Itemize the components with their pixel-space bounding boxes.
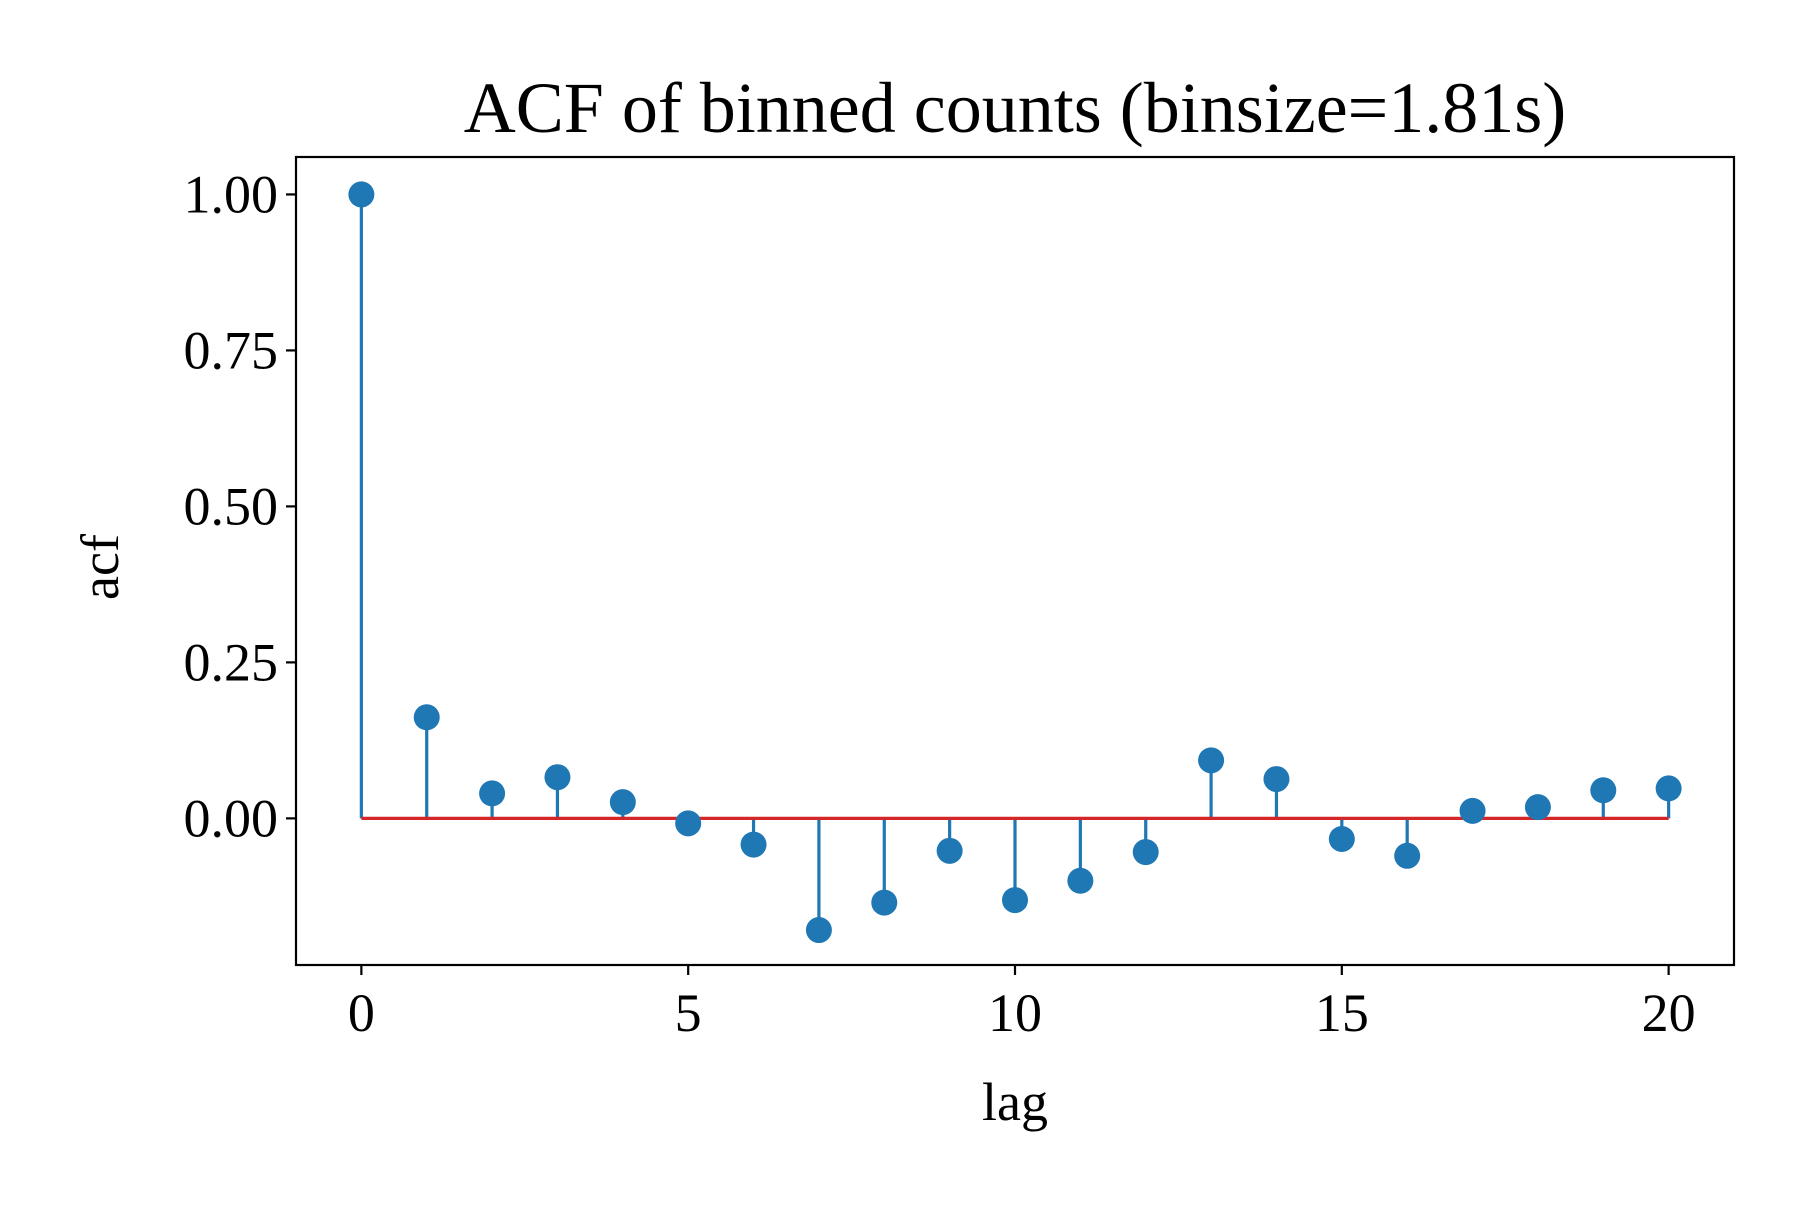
stem-marker xyxy=(544,764,571,791)
stem-marker xyxy=(1067,867,1094,894)
stem-marker xyxy=(1328,825,1355,852)
x-tick-label: 15 xyxy=(1315,983,1369,1043)
x-axis-label: lag xyxy=(982,1072,1048,1132)
stem-marker xyxy=(1132,839,1159,866)
x-tick-label: 0 xyxy=(348,983,375,1043)
y-axis: 0.00 0.25 0.50 0.75 1.00 xyxy=(184,164,296,848)
y-tick-label: 0.00 xyxy=(184,788,279,848)
stem-markers xyxy=(348,181,1682,944)
stem-marker xyxy=(1655,775,1682,802)
stem-marker xyxy=(740,831,767,858)
y-tick-label: 0.25 xyxy=(184,632,279,692)
stem-marker xyxy=(936,837,963,864)
stem-marker xyxy=(1459,797,1486,824)
stem-marker xyxy=(871,889,898,916)
stem-marker xyxy=(1002,887,1028,914)
plot-area-frame xyxy=(294,155,1736,967)
chart-title: ACF of binned counts (binsize=1.81s) xyxy=(464,68,1567,148)
y-tick-label: 1.00 xyxy=(184,164,279,224)
stem-marker xyxy=(805,917,832,944)
stem-marker xyxy=(413,704,440,731)
x-tick-label: 20 xyxy=(1642,983,1696,1043)
x-tick-label: 5 xyxy=(675,983,702,1043)
x-axis: 0 5 10 15 20 xyxy=(348,965,1696,1043)
stem-marker xyxy=(675,810,702,837)
y-axis-label: acf xyxy=(70,534,130,600)
stem-marker xyxy=(1198,747,1225,774)
stem-marker xyxy=(1524,794,1551,821)
y-tick-label: 0.75 xyxy=(184,320,279,380)
x-tick-label: 10 xyxy=(988,983,1042,1043)
stem-marker xyxy=(1590,777,1617,804)
stem-marker xyxy=(1263,766,1290,793)
stem-marker xyxy=(609,789,636,816)
stem-marker xyxy=(348,181,375,208)
stem-marker xyxy=(1394,842,1421,869)
stem-marker xyxy=(479,780,506,807)
y-tick-label: 0.50 xyxy=(184,476,279,536)
